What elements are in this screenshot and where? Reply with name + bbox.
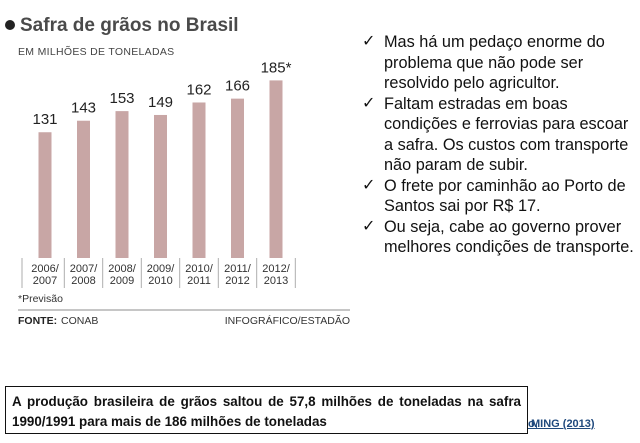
tick-label-5-1: 2010/ — [185, 263, 213, 275]
bar-5 — [192, 102, 206, 258]
tick-label-2-2: 2008 — [71, 275, 95, 287]
tick-label-3-1: 2008/ — [108, 263, 136, 275]
bar-7 — [269, 80, 283, 259]
bullet-item-1: ✓ Mas há um pedaço enorme do problema que… — [362, 33, 605, 92]
bar-2 — [77, 120, 90, 258]
data-label-4: 149 — [148, 94, 173, 111]
bullet-item-4: ✓ Ou seja, cabe ao governo prover melhore… — [362, 217, 634, 257]
citation-prefix: o, — [528, 418, 538, 430]
check-icon: ✓ — [362, 94, 376, 112]
tick-label-7-1: 2012/ — [262, 263, 290, 275]
data-label-6: 166 — [225, 78, 250, 95]
caption-box: A produção brasileira de grãos saltou de… — [5, 386, 528, 434]
chart-title: Safra de grãos no Brasil — [20, 15, 239, 36]
data-label-5: 162 — [186, 81, 211, 98]
caption-text: A produção brasileira de grãos saltou de… — [12, 394, 521, 429]
bullet-item-3: ✓ O frete por caminhão ao Porto de Santos… — [362, 176, 626, 216]
chart-subtitle: EM MILHÕES DE TONELADAS — [18, 45, 174, 58]
title-bullet-icon — [5, 20, 15, 30]
check-icon: ✓ — [362, 176, 376, 194]
data-label-1: 131 — [32, 111, 57, 128]
chart-credit: INFOGRÁFICO/ESTADÃO — [225, 314, 350, 327]
tick-label-2-1: 2007/ — [70, 263, 98, 275]
tick-label-6-2: 2012 — [225, 275, 249, 287]
bullet-list: ✓ Mas há um pedaço enorme do problema que… — [360, 32, 638, 258]
bar-6 — [231, 98, 244, 258]
bar-4 — [154, 114, 167, 259]
bar-1 — [38, 132, 52, 258]
data-label-3: 153 — [109, 90, 134, 107]
check-icon: ✓ — [362, 33, 376, 50]
bullet-item-2: ✓ Faltam estradas em boas condições e fer… — [362, 94, 629, 175]
tick-label-1-2: 2007 — [33, 275, 57, 287]
source-value: CONAB — [61, 315, 98, 327]
tick-label-4-1: 2009/ — [147, 263, 175, 275]
tick-label-5-2: 2011 — [187, 275, 211, 287]
tick-label-3-2: 2009 — [110, 275, 134, 287]
tick-label-6-1: 2011/ — [224, 263, 252, 275]
data-label-2: 143 — [71, 100, 96, 117]
grain-harvest-chart: Safra de grãos no Brasil EM MILHÕES DE TO… — [5, 15, 350, 327]
tick-label-7-2: 2013 — [264, 275, 288, 287]
source-label: FONTE: — [18, 315, 57, 327]
tick-label-1-1: 2006/ — [31, 263, 59, 275]
bar-3 — [115, 111, 129, 259]
tick-label-4-2: 2010 — [148, 275, 172, 287]
check-icon: ✓ — [362, 217, 376, 235]
chart-footnote: *Previsão — [18, 293, 63, 305]
data-label-7: 185* — [261, 59, 292, 76]
citation-link[interactable]: MING (2013) — [531, 418, 595, 430]
